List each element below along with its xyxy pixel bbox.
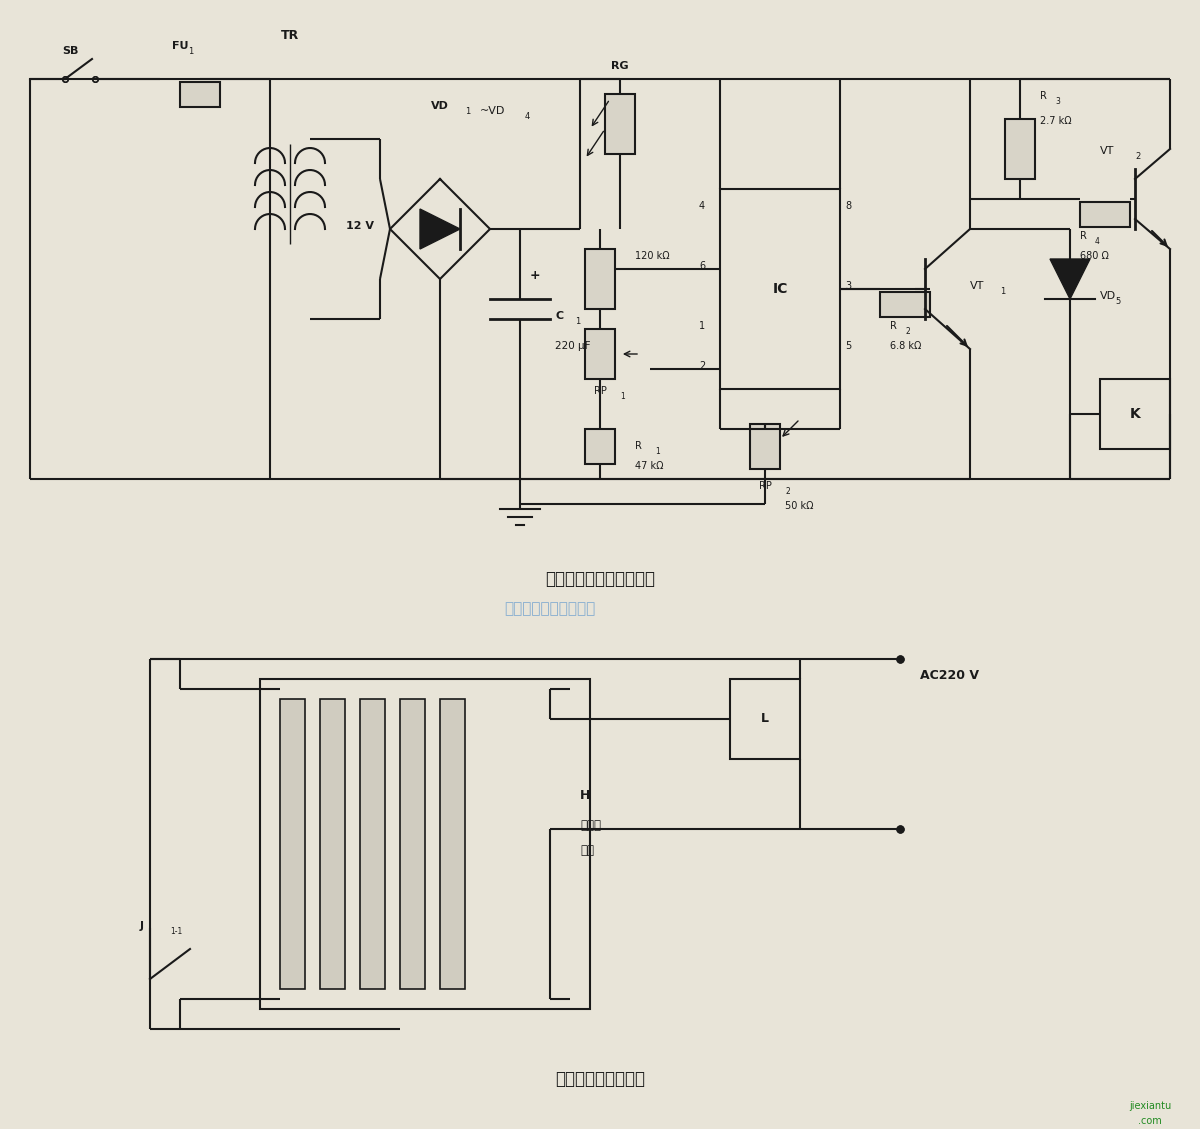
Text: 1: 1 [1000,287,1006,296]
Text: ~VD: ~VD [480,106,505,116]
Text: 1-1: 1-1 [170,927,182,936]
Text: 1: 1 [188,47,193,56]
Text: 4: 4 [698,201,706,211]
Text: 教室照明节电器电路原理: 教室照明节电器电路原理 [545,570,655,588]
Text: VT: VT [970,281,984,291]
Text: 1: 1 [466,107,470,116]
Text: +: + [530,269,541,282]
Polygon shape [420,209,460,250]
Bar [320,699,346,989]
Bar [586,429,616,464]
Text: R: R [635,441,642,450]
Text: 1: 1 [620,392,625,401]
Text: 680 Ω: 680 Ω [1080,251,1109,261]
Text: 2: 2 [905,327,910,336]
Text: 5: 5 [1115,297,1121,306]
Bar [880,291,930,316]
Bar [586,250,616,309]
Text: 6.8 kΩ: 6.8 kΩ [890,341,922,351]
Text: 教室照明节电器接线: 教室照明节电器接线 [556,1070,646,1088]
Text: RG: RG [611,61,629,71]
Text: IC: IC [773,282,787,296]
Text: 220 μF: 220 μF [556,341,590,351]
Text: RP: RP [594,386,606,396]
Text: C: C [556,310,563,321]
Bar [586,329,616,379]
Bar [400,699,425,989]
Text: 2.7 kΩ: 2.7 kΩ [1040,116,1072,126]
Text: 4: 4 [1096,237,1100,246]
Text: R: R [890,321,896,331]
Bar [1080,201,1130,227]
Polygon shape [1050,259,1090,299]
Text: 1: 1 [575,317,581,326]
Text: R: R [1040,91,1046,100]
Text: 2: 2 [1135,152,1140,161]
Text: R: R [1080,231,1087,240]
Bar [440,699,466,989]
Bar [605,94,635,154]
Text: 1: 1 [655,447,660,456]
Bar [750,425,780,469]
Text: L: L [761,712,769,726]
Text: VD: VD [431,100,449,111]
Text: 5: 5 [845,341,851,351]
Text: VT: VT [1100,146,1115,156]
Bar [1006,119,1034,180]
Text: 3: 3 [1055,97,1060,106]
Bar [1100,379,1170,449]
Bar [260,679,590,1009]
Text: 8: 8 [845,201,851,211]
Bar [280,699,305,989]
Text: FU: FU [172,41,188,51]
Text: 120 kΩ: 120 kΩ [635,251,670,261]
Text: TR: TR [281,29,299,42]
Text: K: K [1129,406,1140,421]
Text: SB: SB [62,46,78,56]
Text: RP: RP [758,481,772,491]
Text: 4: 4 [526,112,530,121]
Text: 灯管: 灯管 [580,844,594,857]
Text: 50 kΩ: 50 kΩ [785,501,814,511]
Text: 12 V: 12 V [346,221,374,231]
Text: 2: 2 [698,361,706,371]
Bar [360,699,385,989]
Bar [720,189,840,390]
Text: J: J [140,921,144,931]
Text: 1: 1 [698,321,706,331]
Text: 2: 2 [785,487,790,496]
Text: 6: 6 [698,261,706,271]
Text: VD: VD [1100,291,1116,301]
Text: 3: 3 [845,281,851,291]
Bar [730,679,800,759]
Text: 杭州将睿科技有限公司: 杭州将睿科技有限公司 [504,602,595,616]
Text: 荧光灯: 荧光灯 [580,819,601,832]
Text: 47 kΩ: 47 kΩ [635,461,664,471]
Text: .com: .com [1138,1115,1162,1126]
Bar [180,81,220,106]
Text: jiexiantu: jiexiantu [1129,1101,1171,1111]
Text: AC220 V: AC220 V [920,669,979,682]
Text: H: H [580,789,590,802]
